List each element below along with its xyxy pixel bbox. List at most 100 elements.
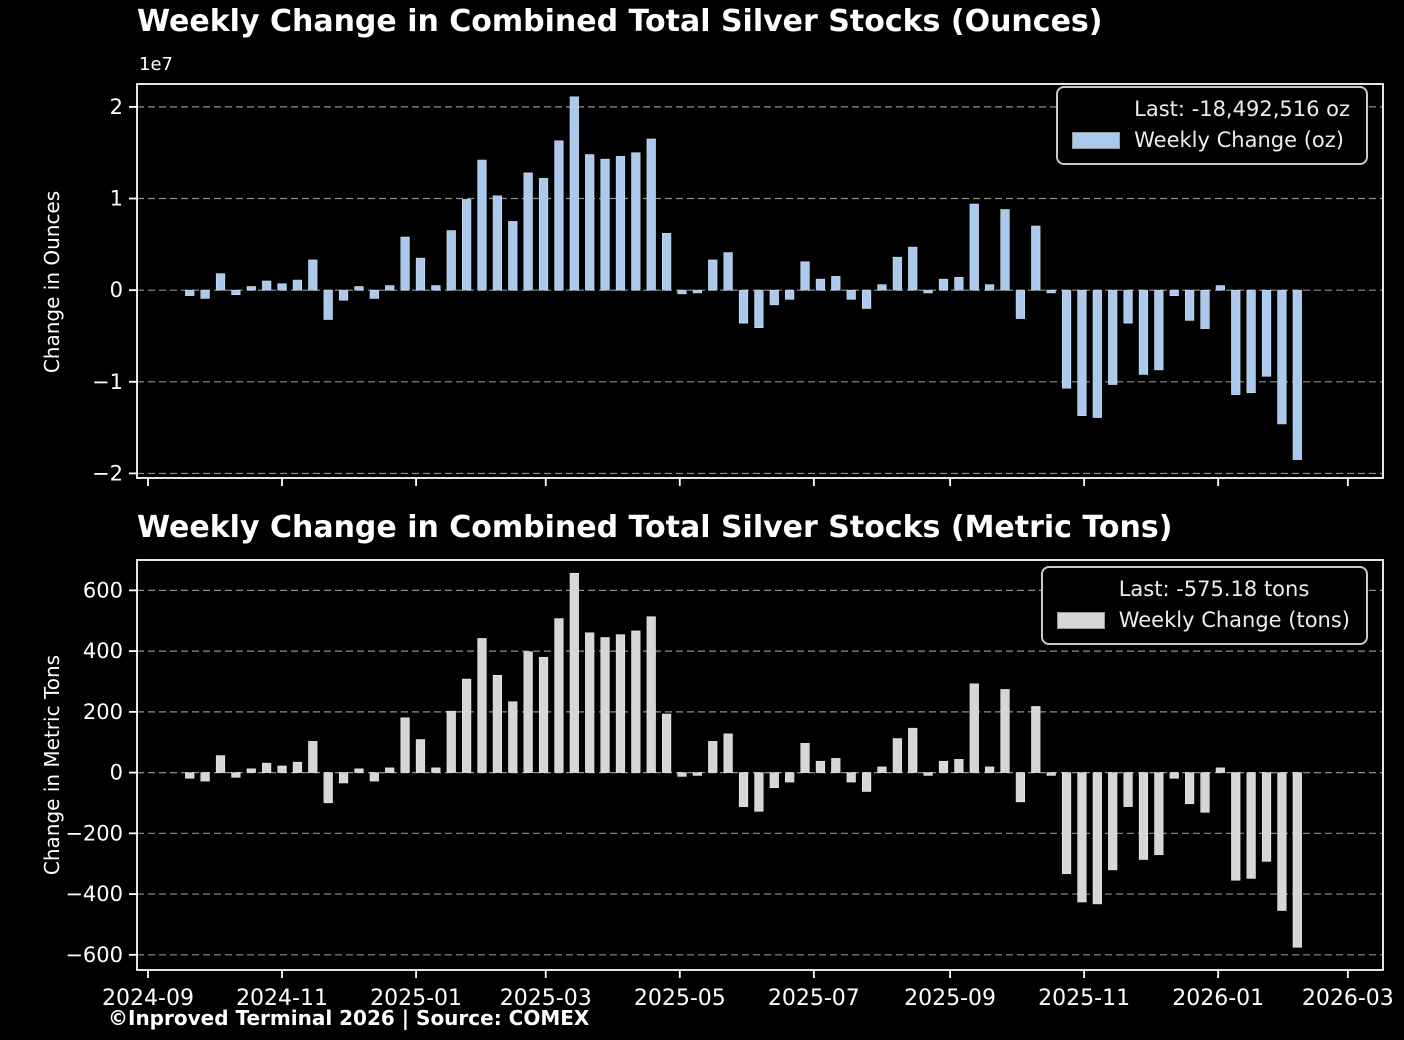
bar bbox=[338, 289, 349, 301]
bar bbox=[615, 156, 626, 291]
bar bbox=[1108, 289, 1118, 385]
bar bbox=[569, 572, 579, 773]
bar bbox=[631, 630, 641, 773]
bar bbox=[354, 768, 364, 773]
bar bbox=[1077, 289, 1087, 416]
bar bbox=[369, 772, 379, 782]
bar bbox=[1200, 772, 1210, 813]
bar bbox=[246, 768, 256, 773]
axes-border bbox=[136, 559, 1384, 971]
bar bbox=[323, 772, 333, 804]
bar bbox=[1231, 289, 1241, 395]
bar bbox=[585, 632, 595, 773]
x-tick-label: 2024-09 bbox=[102, 986, 194, 1011]
bar bbox=[1246, 772, 1256, 879]
bar bbox=[800, 261, 810, 291]
bar bbox=[538, 657, 549, 773]
bar bbox=[1292, 289, 1302, 460]
bar bbox=[1000, 689, 1010, 773]
bar bbox=[892, 256, 902, 291]
bar bbox=[938, 760, 949, 773]
bar bbox=[1138, 289, 1149, 375]
bar bbox=[1092, 772, 1102, 905]
bar bbox=[600, 158, 610, 291]
bar bbox=[846, 289, 856, 300]
bar bbox=[1292, 772, 1302, 948]
bar bbox=[815, 278, 826, 291]
x-tick-label: 2025-03 bbox=[500, 986, 592, 1011]
x-tick-label: 2024-11 bbox=[236, 986, 328, 1011]
bar bbox=[923, 289, 933, 294]
bar bbox=[1215, 767, 1225, 773]
bar bbox=[877, 766, 887, 773]
bar bbox=[1231, 772, 1241, 881]
bar bbox=[738, 289, 749, 324]
bar bbox=[985, 284, 995, 291]
bar bbox=[523, 651, 533, 773]
bar bbox=[462, 678, 472, 773]
bar bbox=[308, 741, 318, 773]
y-tick-label: 600 bbox=[83, 578, 123, 602]
bar bbox=[415, 257, 426, 291]
bar bbox=[692, 772, 702, 776]
y-tick-label: 0 bbox=[110, 761, 123, 785]
bar bbox=[508, 701, 518, 773]
legend-last-row: Last: -575.18 tons bbox=[1057, 577, 1350, 601]
bar bbox=[185, 289, 195, 296]
bar bbox=[1277, 289, 1287, 425]
bar bbox=[1123, 289, 1133, 324]
legend-last-value: Last: -575.18 tons bbox=[1118, 577, 1310, 601]
bar bbox=[1046, 289, 1056, 294]
bar bbox=[385, 767, 395, 773]
bar bbox=[1092, 289, 1102, 418]
bar bbox=[646, 138, 656, 291]
bar bbox=[446, 230, 456, 291]
bar bbox=[1261, 772, 1272, 862]
bar bbox=[1061, 772, 1072, 874]
bar bbox=[431, 285, 441, 291]
bar bbox=[892, 738, 902, 773]
bar bbox=[1031, 706, 1041, 773]
bar bbox=[477, 638, 487, 773]
bar bbox=[954, 759, 964, 773]
bar bbox=[769, 289, 779, 306]
bar bbox=[508, 221, 518, 291]
bar bbox=[815, 760, 826, 773]
bar bbox=[954, 277, 964, 291]
x-tick-label: 2026-01 bbox=[1172, 986, 1264, 1011]
bar bbox=[661, 713, 672, 773]
bar bbox=[969, 203, 979, 291]
bar bbox=[354, 286, 364, 291]
bar bbox=[985, 766, 995, 773]
bar bbox=[554, 140, 564, 291]
legend-series-swatch bbox=[1072, 131, 1121, 149]
y-tick-label: 400 bbox=[83, 639, 123, 663]
bar bbox=[908, 727, 918, 773]
bar bbox=[1123, 772, 1133, 807]
bar bbox=[831, 758, 841, 773]
bar bbox=[492, 195, 503, 291]
legend-last-value: Last: -18,492,516 oz bbox=[1134, 97, 1350, 121]
bar bbox=[231, 772, 241, 778]
bar bbox=[477, 159, 487, 291]
y-tick-label: −2 bbox=[92, 461, 123, 485]
bar bbox=[1154, 772, 1164, 856]
bar bbox=[1215, 285, 1225, 291]
x-tick-label: 2026-03 bbox=[1302, 986, 1394, 1011]
y-tick-label: 0 bbox=[110, 278, 123, 302]
x-tick-label: 2025-01 bbox=[370, 986, 462, 1011]
ounces-chart-canvas: 2 1 0 −1 −2 bbox=[92, 83, 1384, 486]
bar bbox=[708, 259, 718, 291]
bar bbox=[923, 772, 933, 776]
bar bbox=[1200, 289, 1210, 329]
bar bbox=[1077, 772, 1087, 903]
bar bbox=[446, 710, 456, 773]
bar bbox=[1169, 289, 1179, 296]
bar bbox=[723, 252, 733, 291]
bar bbox=[1185, 772, 1195, 805]
bar bbox=[800, 743, 810, 773]
x-tick-label: 2025-07 bbox=[768, 986, 860, 1011]
bar bbox=[323, 289, 333, 320]
bar bbox=[1246, 289, 1256, 394]
